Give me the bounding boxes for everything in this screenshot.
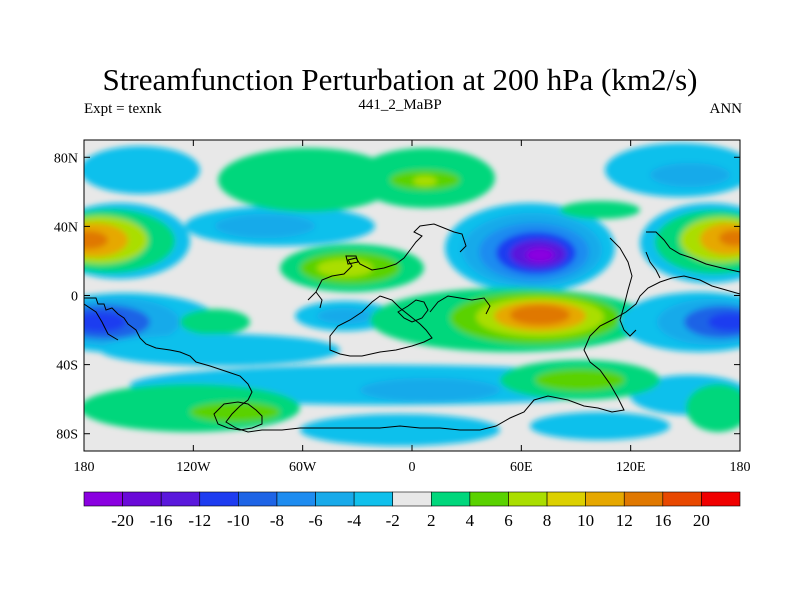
lon-tick-label: 0 [409,460,416,475]
colorbar-label: 12 [616,511,633,530]
season-label: ANN [709,101,743,117]
experiment-label: Expt = texnk [84,101,162,117]
anomaly-negative-west-pacific-south [84,293,220,353]
anomaly-negative-north-pacific [84,146,200,194]
anomaly-positive-tropical-atlantic [280,244,424,292]
colorbar-swatch [585,491,625,507]
colorbar-swatch [662,491,702,507]
lon-tick-label: 180 [730,460,751,475]
lon-tick: 180 [730,140,751,475]
lat-tick-label: 40N [54,220,78,235]
lat-tick-label: 80N [54,151,78,166]
anomaly-positive-indian-ocean [370,288,650,352]
colorbar-swatch [701,491,741,507]
colorbar-label: -10 [227,511,250,530]
colorbar-swatch [623,491,664,507]
anomaly-negative-asia [445,203,615,293]
anomaly-negative-southwest-pacific [620,292,740,352]
lat-tick-label: 40S [56,359,78,374]
colorbar-swatch [276,491,316,507]
plot-title: Streamfunction Perturbation at 200 hPa (… [102,62,698,97]
anomaly-negative-antarctic [300,412,670,446]
colorbar-label: -6 [308,511,322,530]
lon-tick-label: 120W [176,460,211,475]
colorbar-label: 16 [654,511,671,530]
colorbar-swatch [392,491,432,507]
lat-tick: 80S [56,428,740,443]
anomaly-positive-subarctic-atlantic [218,148,398,212]
colorbar-swatch [508,491,548,507]
lon-tick: 60W [289,140,317,475]
colorbar-label: -16 [150,511,173,530]
lat-tick: 0 [71,290,740,305]
colorbar-swatch [315,491,355,507]
colorbar-swatch [83,491,123,507]
lat-tick: 40S [56,359,740,374]
lon-tick-label: 180 [74,460,95,475]
colorbar-label: -8 [270,511,284,530]
lat-tick: 80N [54,151,740,166]
map-panel: 80N 40N 0 40S 80S 180 120W 60W 0 60E 120E 180 [54,139,751,475]
colorbar-swatch [546,491,586,507]
colorbar-swatch [122,491,162,507]
lon-tick: 120E [616,140,646,475]
colorbar-label: 10 [577,511,594,530]
latitude-axis: 80N 40N 0 40S 80S [54,151,740,443]
coastlines [84,223,740,433]
lon-tick-label: 60E [510,460,533,475]
colorbar-label: 6 [504,511,513,530]
lon-tick: 0 [409,140,416,475]
lon-tick: 120W [176,140,211,475]
colorbar-label: 4 [466,511,475,530]
colorbar-label: 20 [693,511,710,530]
anomaly-positive-southern-band [84,360,740,432]
anomaly-positive-west-pacific-north [84,203,190,279]
colorbar-swatch [160,491,201,507]
colorbar-label: -4 [347,511,362,530]
case-label: 441_2_MaBP [358,97,442,113]
colorbar-label: 8 [543,511,552,530]
lat-tick-label: 0 [71,290,78,305]
anomaly-positive-east-asia [640,203,740,283]
colorbar-swatch [469,491,509,507]
lon-tick-label: 60W [289,460,317,475]
longitude-axis: 180 120W 60W 0 60E 120E 180 [74,140,751,475]
colorbar-label: -2 [386,511,400,530]
colorbar-swatch [199,491,239,507]
lat-tick-label: 80S [56,428,78,443]
lat-tick: 40N [54,220,740,235]
lon-tick-label: 120E [616,460,646,475]
lon-tick: 180 [74,140,95,475]
colorbar-swatch [238,491,278,507]
colorbar-swatch [353,491,394,507]
colorbar-label: 2 [427,511,436,530]
contour-field [84,143,740,446]
lon-tick: 60E [510,140,533,475]
colorbar-label: -20 [111,511,134,530]
colorbar: -20 -16 -12 -10 -8 -6 -4 -2 2 4 6 8 10 12 16 20 [83,491,741,530]
colorbar-swatch [430,491,471,507]
colorbar-label: -12 [188,511,211,530]
